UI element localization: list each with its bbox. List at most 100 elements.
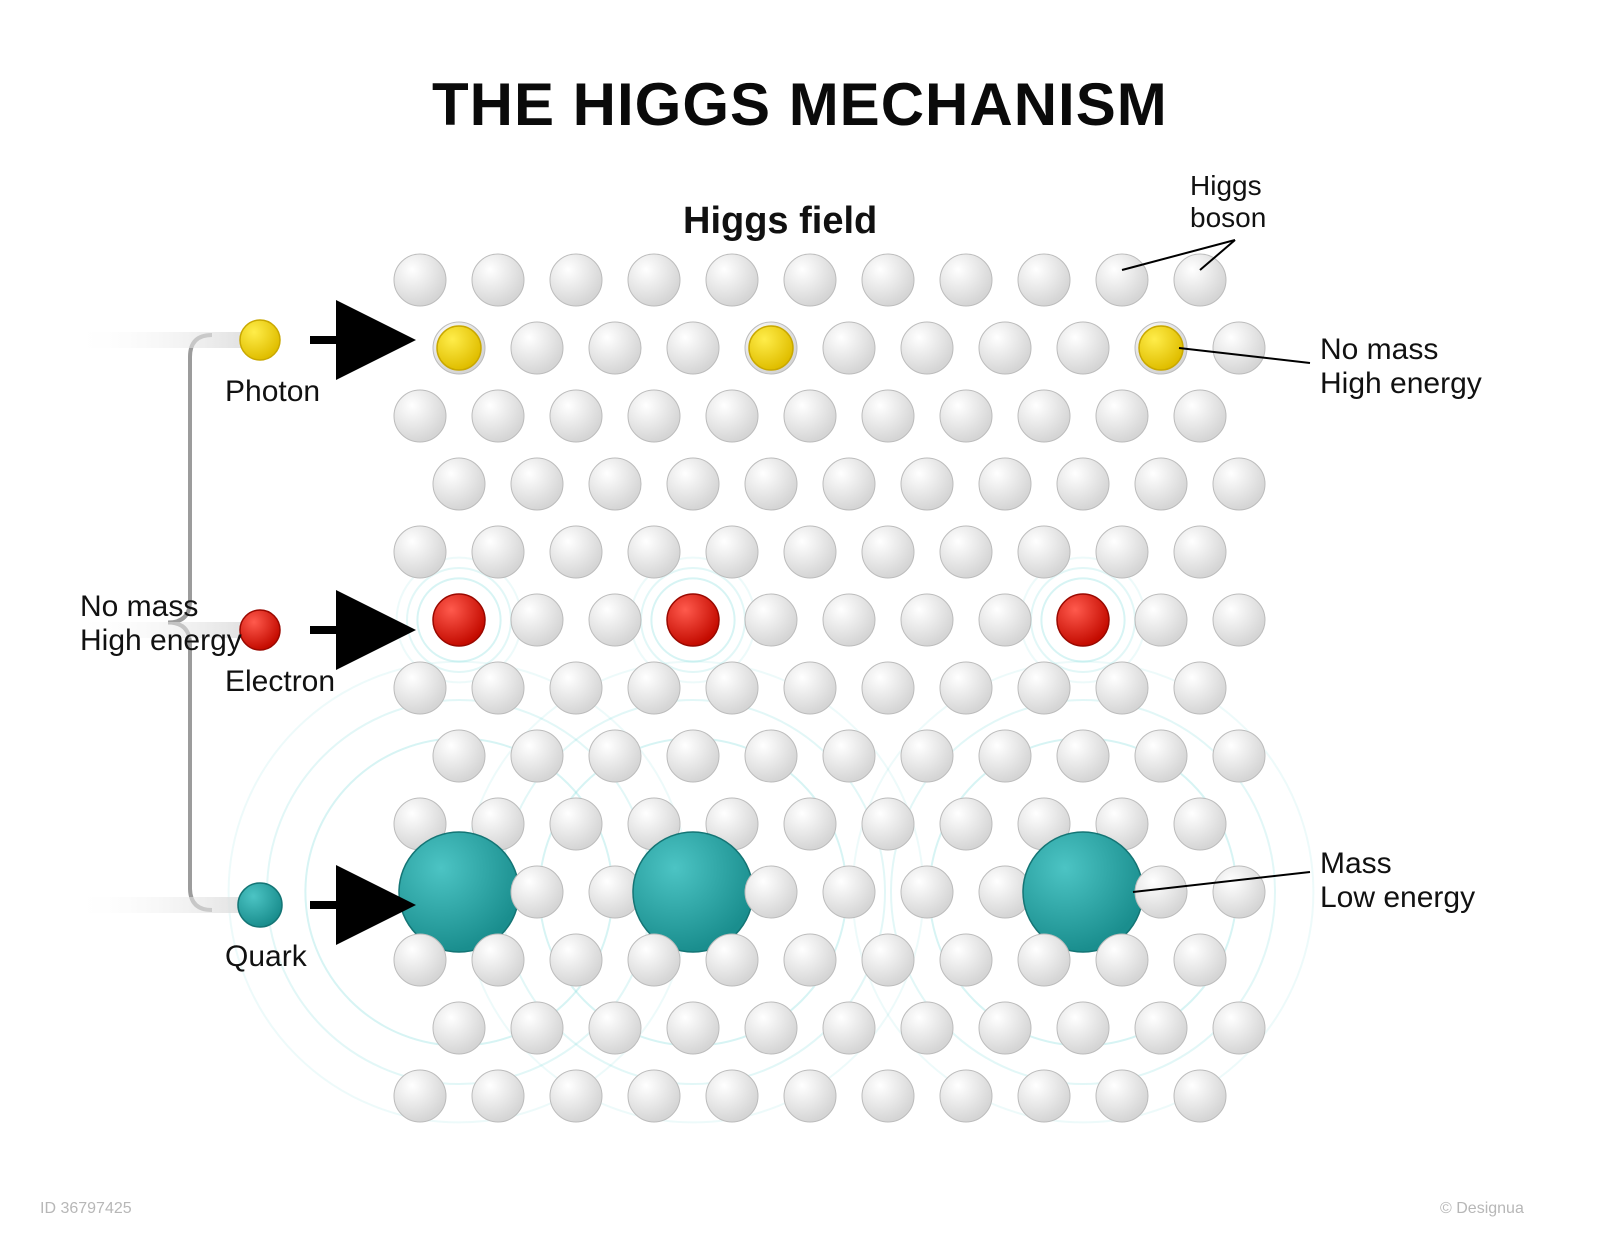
higgs-boson-ball	[979, 594, 1031, 646]
higgs-boson-ball	[862, 934, 914, 986]
higgs-boson-ball	[589, 322, 641, 374]
higgs-boson-ball	[1135, 594, 1187, 646]
higgs-boson-ball	[472, 662, 524, 714]
watermark-copyright: © Designua	[1440, 1200, 1524, 1218]
higgs-boson-ball	[394, 1070, 446, 1122]
higgs-boson-ball	[1057, 458, 1109, 510]
higgs-boson-ball	[901, 322, 953, 374]
higgs-boson-ball	[823, 594, 875, 646]
higgs-boson-label: Higgs boson	[1190, 170, 1266, 234]
higgs-boson-ball	[784, 1070, 836, 1122]
diagram-stage: THE HIGGS MECHANISM Higgs field PhotonEl…	[0, 0, 1600, 1242]
photon-legend-icon	[240, 320, 280, 360]
higgs-boson-ball	[1213, 458, 1265, 510]
watermark-id: ID 36797425	[40, 1200, 132, 1218]
higgs-boson-ball	[628, 254, 680, 306]
higgs-boson-ball	[589, 1002, 641, 1054]
higgs-boson-ball	[901, 866, 953, 918]
higgs-boson-ball	[550, 934, 602, 986]
higgs-boson-ball	[862, 662, 914, 714]
higgs-boson-ball	[589, 594, 641, 646]
electron-particle	[667, 594, 719, 646]
quark-legend-icon	[238, 883, 282, 927]
higgs-boson-ball	[394, 390, 446, 442]
higgs-boson-ball	[862, 390, 914, 442]
higgs-boson-ball	[862, 254, 914, 306]
higgs-boson-ball	[1096, 662, 1148, 714]
higgs-boson-ball	[1174, 934, 1226, 986]
higgs-boson-ball	[1135, 1002, 1187, 1054]
higgs-boson-ball	[784, 798, 836, 850]
higgs-boson-ball	[1174, 798, 1226, 850]
higgs-boson-ball	[706, 254, 758, 306]
photon-result-label: No mass High energy	[1320, 333, 1482, 401]
higgs-boson-ball	[1213, 594, 1265, 646]
higgs-boson-ball	[550, 390, 602, 442]
higgs-boson-ball	[472, 934, 524, 986]
higgs-boson-ball	[1096, 1070, 1148, 1122]
higgs-boson-ball	[394, 526, 446, 578]
higgs-boson-ball	[784, 934, 836, 986]
higgs-boson-ball	[823, 730, 875, 782]
photon-particle	[749, 326, 793, 370]
higgs-boson-ball	[472, 526, 524, 578]
higgs-boson-ball	[979, 1002, 1031, 1054]
higgs-boson-ball	[1135, 730, 1187, 782]
electron-label: Electron	[225, 665, 335, 699]
higgs-boson-ball	[784, 526, 836, 578]
higgs-boson-ball	[979, 458, 1031, 510]
higgs-boson-ball	[940, 934, 992, 986]
higgs-boson-ball	[1096, 526, 1148, 578]
higgs-boson-ball	[1018, 934, 1070, 986]
higgs-boson-ball	[706, 1070, 758, 1122]
higgs-boson-ball	[550, 526, 602, 578]
higgs-boson-ball	[745, 458, 797, 510]
motion-streak	[70, 332, 260, 348]
higgs-boson-ball	[940, 798, 992, 850]
higgs-boson-ball	[1018, 254, 1070, 306]
higgs-boson-ball	[1018, 1070, 1070, 1122]
higgs-boson-ball	[823, 322, 875, 374]
higgs-boson-ball	[667, 1002, 719, 1054]
higgs-boson-ball	[550, 662, 602, 714]
higgs-boson-ball	[1174, 254, 1226, 306]
higgs-boson-ball	[745, 866, 797, 918]
higgs-boson-ball	[979, 730, 1031, 782]
higgs-boson-ball	[1213, 866, 1265, 918]
higgs-boson-ball	[550, 254, 602, 306]
higgs-boson-ball	[784, 254, 836, 306]
higgs-boson-ball	[940, 526, 992, 578]
higgs-boson-ball	[667, 458, 719, 510]
higgs-boson-ball	[862, 1070, 914, 1122]
higgs-boson-ball	[1174, 662, 1226, 714]
higgs-boson-ball	[589, 458, 641, 510]
higgs-boson-ball	[745, 594, 797, 646]
higgs-boson-ball	[862, 798, 914, 850]
higgs-boson-ball	[823, 458, 875, 510]
higgs-boson-ball	[511, 594, 563, 646]
left-group-label: No mass High energy	[80, 590, 242, 658]
higgs-boson-ball	[628, 934, 680, 986]
higgs-boson-ball	[550, 1070, 602, 1122]
higgs-boson-ball	[628, 526, 680, 578]
higgs-boson-ball	[1213, 1002, 1265, 1054]
higgs-boson-ball	[745, 730, 797, 782]
higgs-boson-ball	[433, 730, 485, 782]
higgs-boson-ball	[511, 322, 563, 374]
higgs-boson-ball	[628, 662, 680, 714]
higgs-boson-ball	[1174, 526, 1226, 578]
higgs-boson-ball	[1213, 730, 1265, 782]
quark-label: Quark	[225, 940, 307, 974]
higgs-boson-ball	[940, 662, 992, 714]
higgs-boson-ball	[1135, 458, 1187, 510]
higgs-boson-ball	[901, 1002, 953, 1054]
higgs-boson-ball	[667, 730, 719, 782]
higgs-boson-ball	[901, 594, 953, 646]
higgs-boson-ball	[706, 526, 758, 578]
higgs-boson-ball	[511, 730, 563, 782]
higgs-boson-ball	[433, 458, 485, 510]
electron-particle	[1057, 594, 1109, 646]
higgs-boson-ball	[628, 390, 680, 442]
higgs-boson-ball	[706, 390, 758, 442]
higgs-boson-ball	[1096, 390, 1148, 442]
